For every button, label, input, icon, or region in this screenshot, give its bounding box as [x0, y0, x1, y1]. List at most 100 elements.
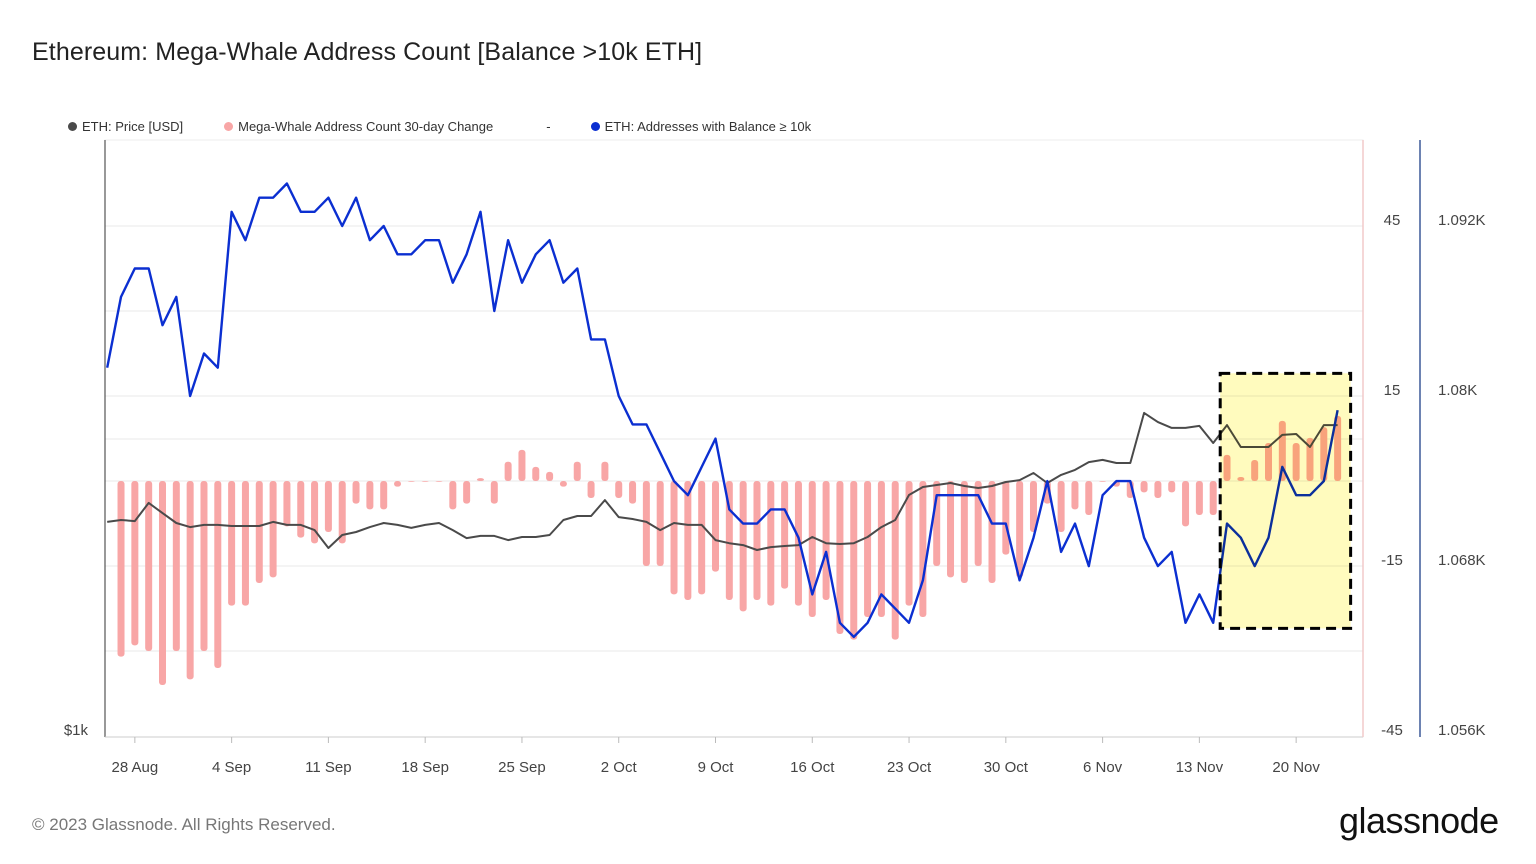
bar — [186, 481, 194, 680]
addresses-axis-label: 1.056K — [1438, 722, 1486, 739]
bar — [476, 478, 484, 481]
bar — [988, 481, 996, 584]
change-axis-label: 45 — [1384, 212, 1401, 229]
x-tick-label: 18 Sep — [401, 759, 449, 776]
bar — [518, 449, 526, 481]
bar — [131, 481, 139, 646]
bar — [1168, 481, 1176, 493]
bar — [891, 481, 899, 640]
bar — [933, 481, 941, 567]
addresses-axis-label: 1.068K — [1438, 552, 1486, 569]
bar — [1154, 481, 1162, 499]
x-tick-label: 4 Sep — [212, 759, 251, 776]
bar — [352, 481, 360, 504]
x-tick-label: 25 Sep — [498, 759, 546, 776]
bar — [808, 481, 816, 618]
legend: ETH: Price [USD] Mega-Whale Address Coun… — [68, 119, 811, 134]
legend-item-separator: - — [546, 119, 550, 134]
bar — [698, 481, 706, 595]
x-tick-label: 11 Sep — [305, 759, 351, 776]
bar — [490, 481, 498, 504]
x-tick-label: 9 Oct — [698, 759, 735, 776]
bar — [642, 481, 650, 567]
bar — [1099, 481, 1107, 482]
bar — [1085, 481, 1093, 516]
bar — [670, 481, 678, 595]
x-tick-label: 6 Nov — [1083, 759, 1123, 776]
bar — [767, 481, 775, 606]
bar — [587, 481, 595, 499]
bar — [794, 481, 802, 606]
glassnode-logo: glassnode — [1339, 800, 1499, 841]
legend-dot-icon — [68, 122, 77, 131]
chart-title: Ethereum: Mega-Whale Address Count [Bala… — [32, 38, 703, 66]
legend-item-change[interactable]: Mega-Whale Address Count 30-day Change — [224, 119, 493, 134]
legend-label: ETH: Addresses with Balance ≥ 10k — [604, 119, 812, 134]
change-axis-label: -45 — [1381, 722, 1403, 739]
x-tick-label: 28 Aug — [111, 759, 158, 776]
bar — [504, 461, 512, 481]
x-tick-label: 20 Nov — [1272, 759, 1320, 776]
legend-dot-icon — [590, 122, 600, 131]
bar — [435, 481, 443, 482]
bar — [546, 471, 554, 481]
addresses-line — [106, 182, 1339, 639]
bar — [1071, 481, 1079, 510]
bar — [1002, 481, 1010, 555]
bar — [559, 481, 567, 487]
legend-label: Mega-Whale Address Count 30-day Change — [238, 119, 494, 134]
bar — [366, 481, 374, 510]
legend-item-price[interactable]: ETH: Price [USD] — [68, 119, 183, 134]
bar — [960, 481, 968, 584]
x-tick-label: 13 Nov — [1176, 759, 1224, 776]
legend-dot-icon — [224, 122, 234, 131]
x-tick-label: 2 Oct — [601, 759, 638, 776]
bar — [380, 481, 388, 510]
bar — [905, 481, 913, 606]
bar — [1057, 481, 1065, 533]
bar — [269, 481, 277, 578]
bar — [338, 481, 346, 544]
price-line — [107, 411, 1338, 551]
highlight-box-fill — [1220, 373, 1351, 629]
bar — [684, 481, 692, 601]
bar — [311, 481, 319, 544]
bar — [822, 481, 830, 601]
price-axis-label: $1k — [64, 722, 89, 739]
x-tick-label: 23 Oct — [887, 759, 932, 776]
legend-item-addresses[interactable]: ETH: Addresses with Balance ≥ 10k — [590, 119, 812, 134]
bar — [601, 461, 609, 481]
bar — [421, 481, 429, 482]
x-tick-label: 30 Oct — [984, 759, 1029, 776]
bar — [255, 481, 263, 584]
bar — [297, 481, 305, 538]
addresses-axis-label: 1.092K — [1438, 212, 1486, 229]
bar — [573, 461, 581, 481]
bar — [919, 481, 927, 618]
bar — [1140, 481, 1148, 493]
change-axis-label: -15 — [1381, 552, 1403, 569]
bar — [449, 481, 457, 510]
bar — [1195, 481, 1203, 516]
legend-label: - — [546, 119, 551, 134]
bar — [877, 481, 885, 618]
bar — [1182, 481, 1190, 527]
bar — [1209, 481, 1217, 516]
bar — [241, 481, 249, 606]
bar — [712, 481, 719, 572]
bar — [947, 481, 955, 578]
highlight-box-border — [1218, 371, 1353, 630]
bar — [214, 481, 222, 669]
bar — [394, 481, 402, 487]
bar — [324, 481, 332, 533]
bar — [117, 481, 125, 657]
bar — [159, 481, 166, 686]
bar — [781, 481, 789, 589]
bar — [532, 466, 540, 481]
bar — [1016, 481, 1024, 578]
bar — [629, 481, 637, 504]
x-tick-label: 16 Oct — [790, 759, 835, 776]
bar — [407, 481, 415, 482]
bar — [615, 481, 623, 499]
